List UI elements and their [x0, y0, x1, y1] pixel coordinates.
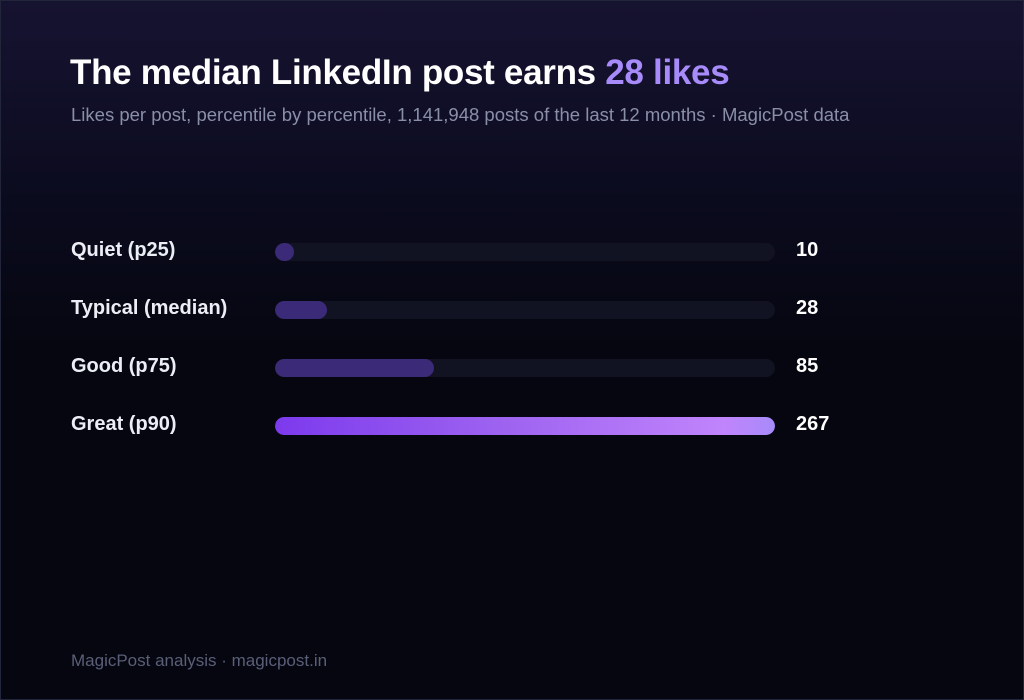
bar-value: 28	[796, 297, 819, 319]
chart-title: The median LinkedIn post earns 28 likes	[70, 53, 730, 93]
title-highlight: 28 likes	[605, 53, 730, 92]
bar-fill	[275, 417, 775, 435]
bar-track	[275, 417, 775, 435]
bar-fill	[275, 359, 434, 377]
title-prefix: The median LinkedIn post earns	[70, 53, 606, 92]
bar-label: Quiet (p25)	[71, 239, 176, 261]
bar-track	[275, 301, 775, 319]
bar-track	[275, 359, 775, 377]
bar-label: Typical (median)	[71, 297, 228, 319]
bar-row: Good (p75) 85	[1, 347, 1023, 387]
footer-credit: MagicPost analysis · magicpost.in	[71, 651, 328, 670]
bar-label: Great (p90)	[71, 413, 177, 435]
bar-value: 10	[796, 239, 819, 261]
bar-value: 267	[796, 413, 830, 435]
bar-fill	[275, 243, 294, 261]
bar-fill	[275, 301, 327, 319]
chart-subtitle: Likes per post, percentile by percentile…	[71, 104, 850, 125]
bar-row: Great (p90) 267	[1, 405, 1023, 445]
bar-label: Good (p75)	[71, 355, 177, 377]
bar-value: 85	[796, 355, 819, 377]
bar-row: Quiet (p25) 10	[1, 231, 1023, 271]
bar-track	[275, 243, 775, 261]
bar-row: Typical (median) 28	[1, 289, 1023, 329]
